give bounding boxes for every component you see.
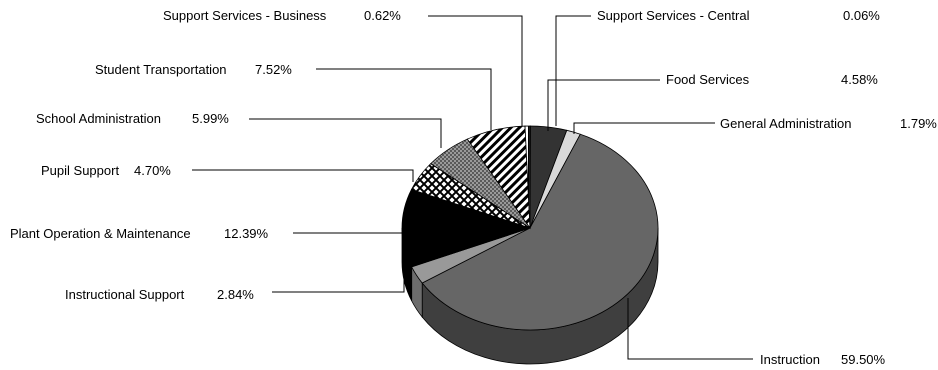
slice-value-label-9: 0.62% xyxy=(364,8,401,23)
leader-line-6 xyxy=(192,169,414,182)
slice-label-4: Instructional Support xyxy=(65,287,185,302)
slice-label-1: Food Services xyxy=(666,72,750,87)
pie-sides xyxy=(401,227,659,365)
leader-line-9 xyxy=(428,15,523,126)
slice-value-label-3: 59.50% xyxy=(841,352,886,367)
pie-slice-9 xyxy=(524,125,531,229)
slice-value-label-8: 7.52% xyxy=(255,62,292,77)
slice-label-9: Support Services - Business xyxy=(163,8,327,23)
leader-line-8 xyxy=(316,68,492,130)
slice-value-label-6: 4.70% xyxy=(134,163,171,178)
leader-line-1 xyxy=(547,79,660,131)
leader-line-4 xyxy=(272,270,405,293)
pie-slice-3 xyxy=(421,133,659,331)
slice-value-label-5: 12.39% xyxy=(224,226,269,241)
slice-value-label-1: 4.58% xyxy=(841,72,878,87)
slice-value-label-7: 5.99% xyxy=(192,111,229,126)
slice-value-label-0: 0.06% xyxy=(843,8,880,23)
slice-label-8: Student Transportation xyxy=(95,62,227,77)
slice-label-6: Pupil Support xyxy=(41,163,119,178)
pie-slice-5 xyxy=(401,188,532,268)
slice-labels: Support Services - Central 0.06% Food Serv… xyxy=(10,8,937,367)
leader-line-3 xyxy=(627,298,753,360)
slice-label-2: General Administration xyxy=(720,116,852,131)
leader-line-7 xyxy=(249,118,442,148)
slice-label-3: Instruction xyxy=(760,352,820,367)
slice-label-7: School Administration xyxy=(36,111,161,126)
leader-line-0 xyxy=(555,15,591,126)
leader-line-2 xyxy=(573,122,715,134)
pie-tops xyxy=(401,125,659,331)
leader-lines xyxy=(192,15,753,360)
slice-label-5: Plant Operation & Maintenance xyxy=(10,226,191,241)
slice-label-0: Support Services - Central xyxy=(597,8,750,23)
slice-value-label-4: 2.84% xyxy=(217,287,254,302)
slice-value-label-2: 1.79% xyxy=(900,116,937,131)
